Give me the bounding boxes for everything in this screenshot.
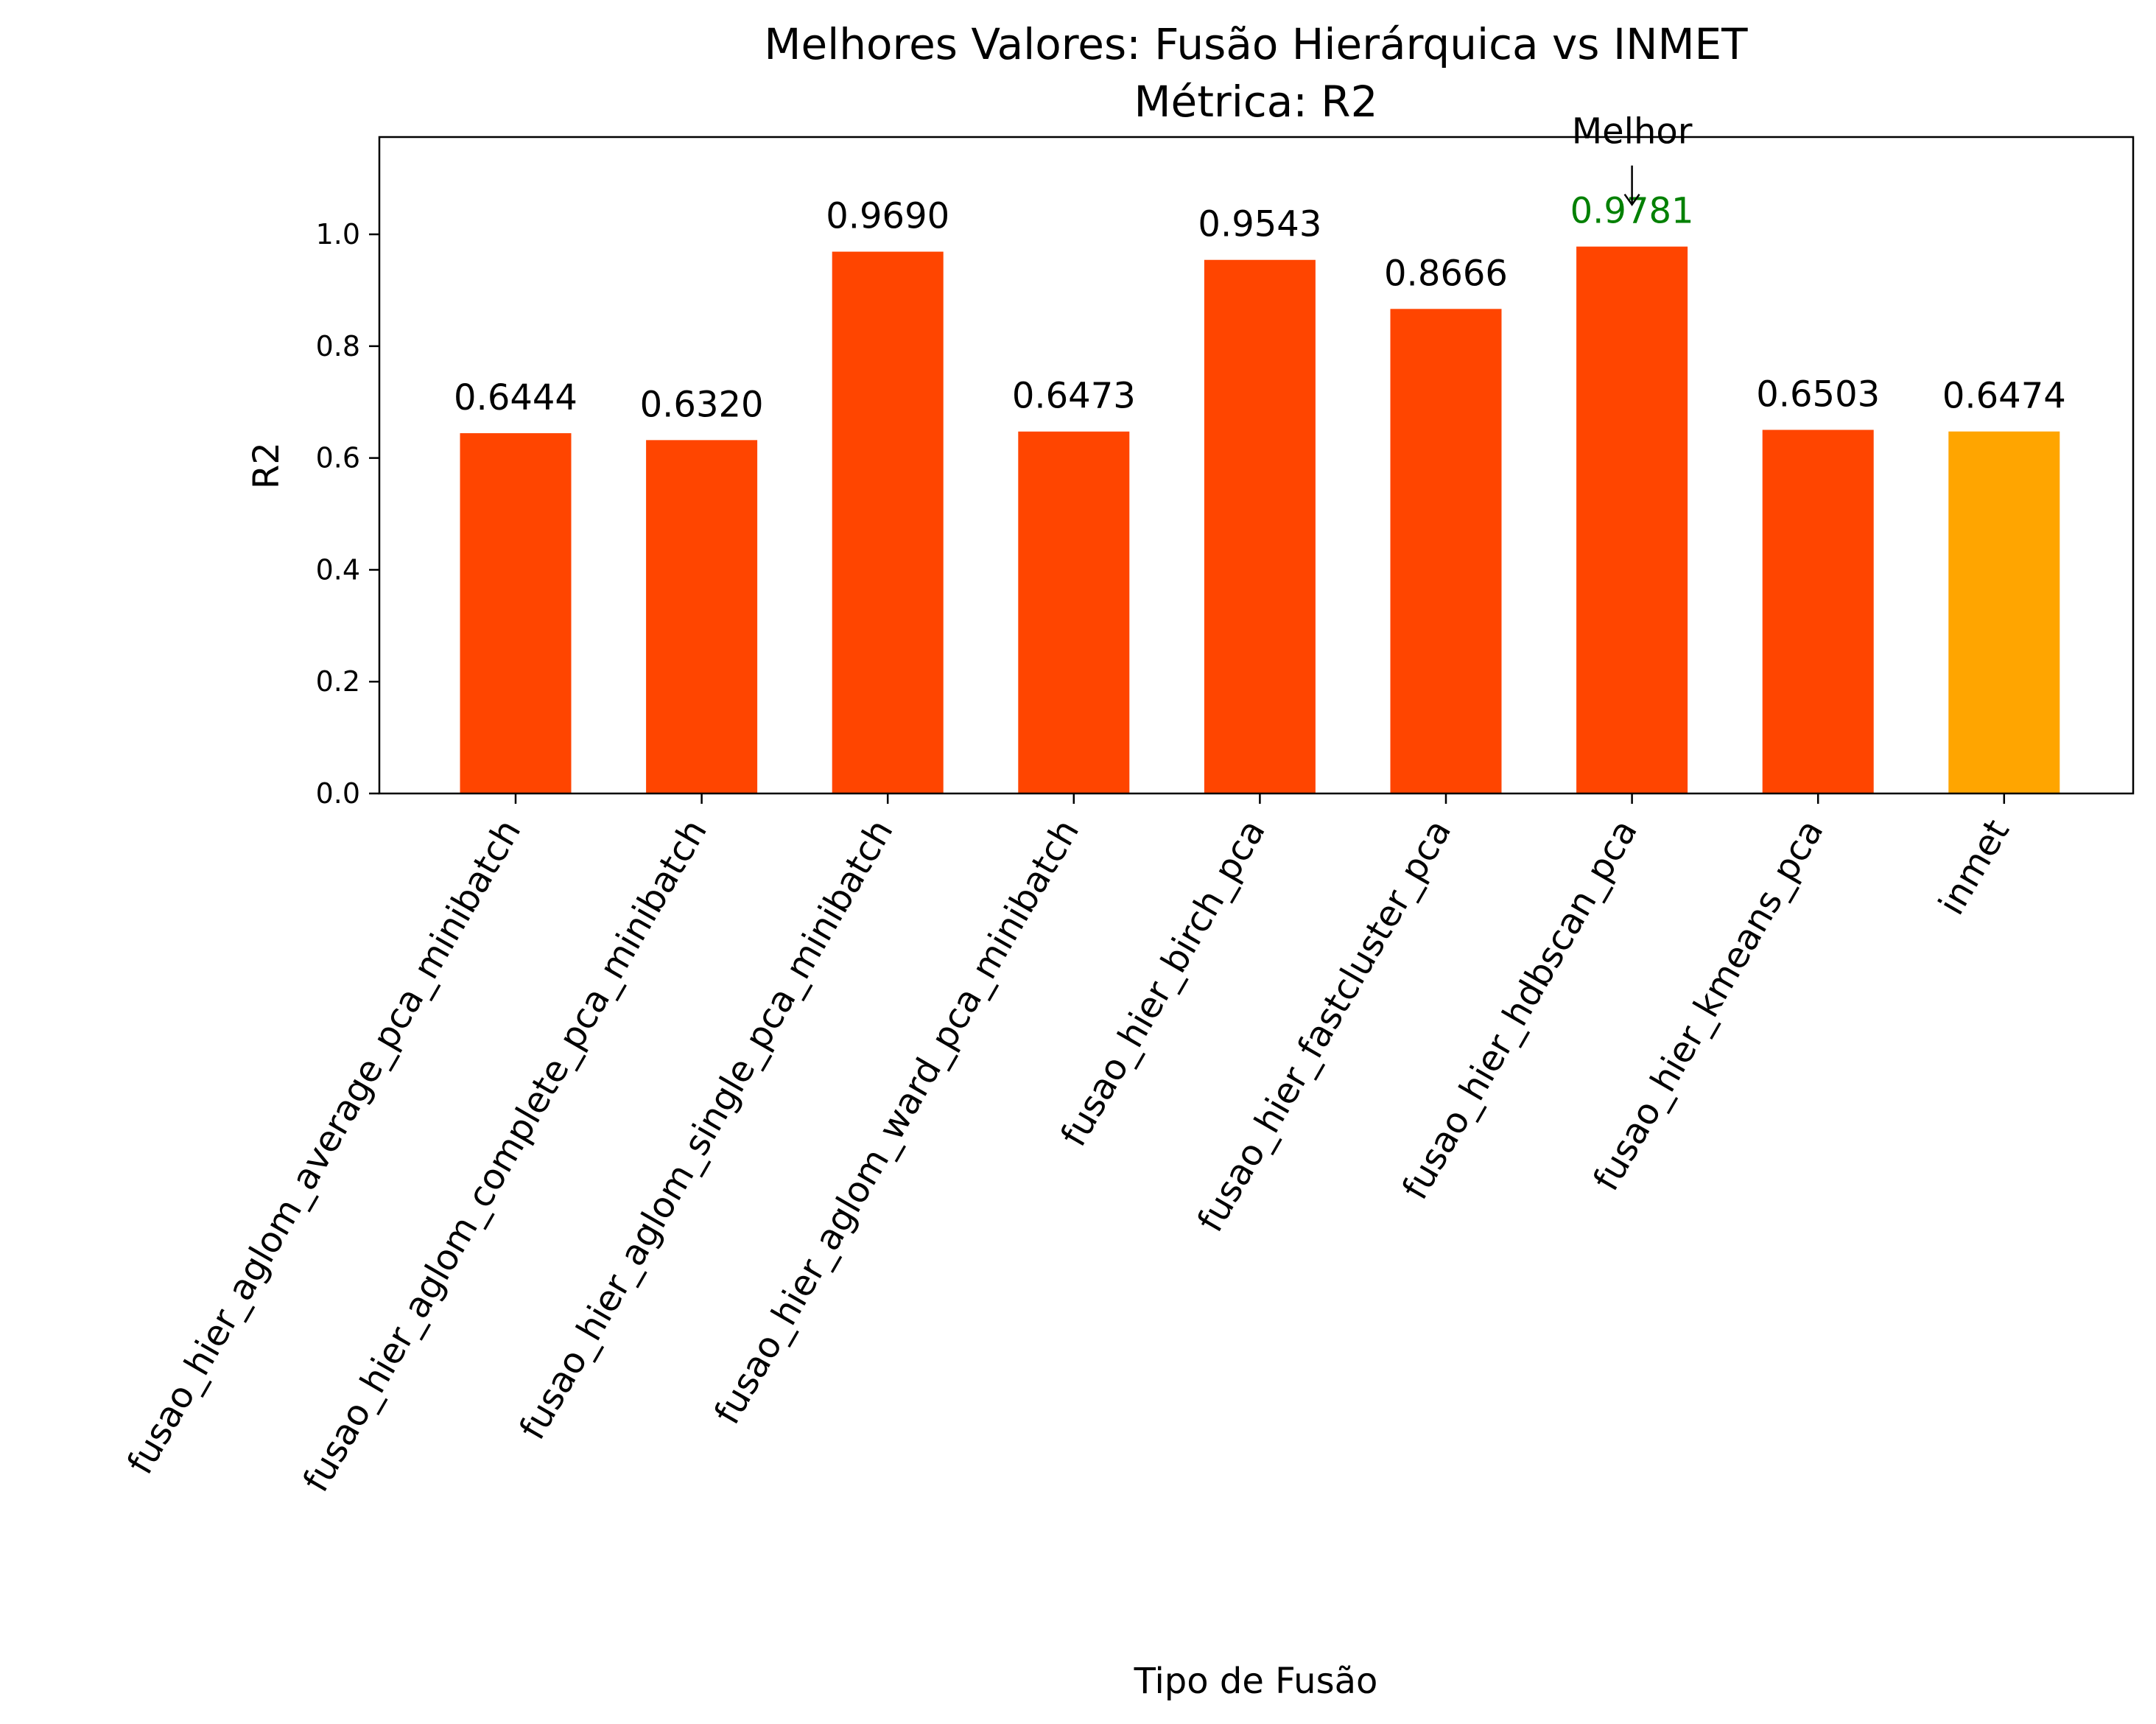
bar-3	[832, 251, 944, 793]
bar-6	[1390, 309, 1502, 793]
x-tick-label-4: fusao_hier_aglom_ward_pca_minibatch	[706, 813, 1087, 1432]
chart-title: Melhores Valores: Fusão Hierárquica vs I…	[764, 19, 1748, 69]
bars-layer	[460, 246, 2060, 793]
y-tick-label-1: 0.0	[316, 777, 360, 810]
value-label-6: 0.8666	[1384, 253, 1508, 294]
x-tick-label-5: fusao_hier_birch_pca	[1053, 813, 1273, 1153]
x-tick-label-2: fusao_hier_aglom_complete_pca_minibatch	[295, 813, 715, 1499]
bar-5	[1204, 259, 1316, 793]
bar-1	[460, 432, 572, 793]
y-tick-label-3: 0.4	[316, 553, 360, 586]
bar-8	[1762, 430, 1874, 793]
x-tick-label-3: fusao_hier_aglom_single_pca_minibatch	[511, 813, 901, 1446]
value-label-5: 0.9543	[1198, 204, 1321, 245]
value-label-4: 0.6473	[1012, 376, 1136, 417]
y-axis-label: R2	[246, 442, 287, 489]
best-annotation: Melhor	[1572, 111, 1693, 153]
y-axis: 0.0 0.2 0.4 0.6 0.8 1.0	[316, 218, 379, 810]
value-label-3: 0.9690	[826, 196, 949, 237]
y-tick-label-5: 0.8	[316, 330, 360, 362]
bar-4	[1018, 431, 1130, 793]
bar-7	[1576, 246, 1688, 793]
plot-frame	[378, 136, 2135, 795]
bar-2	[646, 440, 758, 793]
bar-9	[1948, 431, 2060, 793]
y-tick-label-4: 0.6	[316, 442, 360, 474]
value-label-2: 0.6320	[640, 384, 764, 425]
x-tick-label-1: fusao_hier_aglom_average_pca_minibatch	[119, 813, 529, 1482]
y-tick-label-2: 0.2	[316, 665, 360, 698]
x-tick-label-9: inmet	[1931, 813, 2018, 922]
x-axis: fusao_hier_aglom_average_pca_minibatchfu…	[119, 793, 2018, 1499]
value-label-9: 0.6474	[1942, 376, 2066, 417]
value-labels-layer: 0.6444 0.63200.96900.64730.95430.86660.97…	[454, 191, 2066, 426]
value-label-8: 0.6503	[1756, 374, 1880, 415]
x-axis-label: Tipo de Fusão	[1134, 1661, 1378, 1702]
value-label-1: 0.6444	[454, 377, 577, 418]
y-tick-label-6: 1.0	[316, 218, 360, 250]
chart-subtitle: Métrica: R2	[1134, 77, 1377, 127]
annotation-layer: Melhor	[1572, 111, 1693, 206]
best-annotation-arrowhead	[1623, 193, 1640, 206]
